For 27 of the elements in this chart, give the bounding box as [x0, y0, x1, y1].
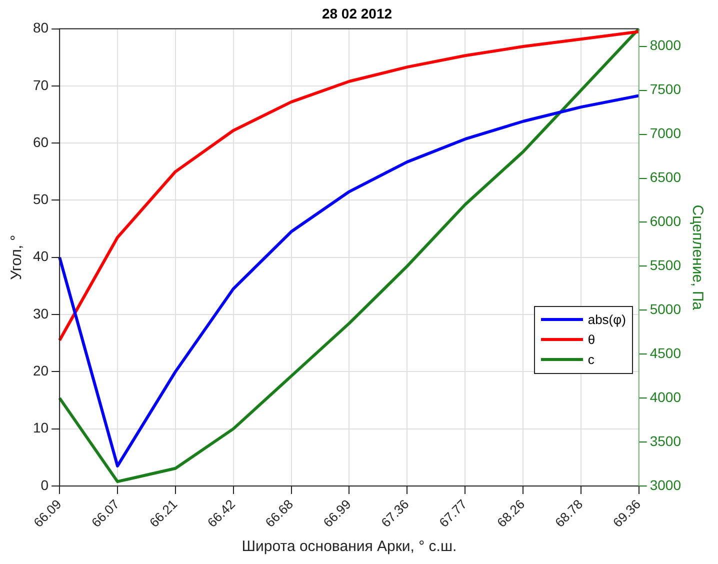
y-tick-label: 80 [32, 20, 49, 36]
y2-tick-label: 8000 [650, 37, 682, 54]
legend-label: abs(φ) [588, 312, 626, 328]
chart-title: 28 02 2012 [322, 5, 392, 22]
y2-tick-label: 3500 [650, 432, 682, 449]
y-tick-label: 50 [32, 191, 49, 208]
y-tick-label: 60 [32, 134, 49, 150]
y2-tick-label: 6500 [650, 169, 682, 186]
y-tick-label: 70 [32, 76, 49, 93]
y-tick-label: 30 [32, 305, 49, 322]
y2-tick-label: 7500 [650, 81, 682, 98]
legend-label: c [588, 352, 594, 368]
y-axis-title: Угол, ° [8, 234, 26, 280]
y2-tick-label: 6000 [650, 213, 682, 230]
legend-label: θ [588, 332, 596, 348]
y2-tick-label: 3000 [650, 476, 682, 493]
y-tick-label: 20 [32, 362, 49, 379]
y2-tick-label: 4500 [650, 344, 682, 361]
y2-tick-label: 4000 [650, 388, 682, 405]
y2-tick-label: 7000 [650, 125, 682, 142]
y-tick-label: 0 [40, 476, 49, 493]
x-axis-title: Широта основания Арки, ° с.ш. [242, 538, 457, 556]
y-tick-label: 10 [32, 420, 49, 436]
y2-tick-label: 5500 [650, 257, 682, 274]
y2-tick-label: 5000 [650, 300, 682, 317]
y-tick-label: 40 [32, 248, 49, 264]
y2-axis-title: Сцепление, Па [688, 204, 706, 311]
